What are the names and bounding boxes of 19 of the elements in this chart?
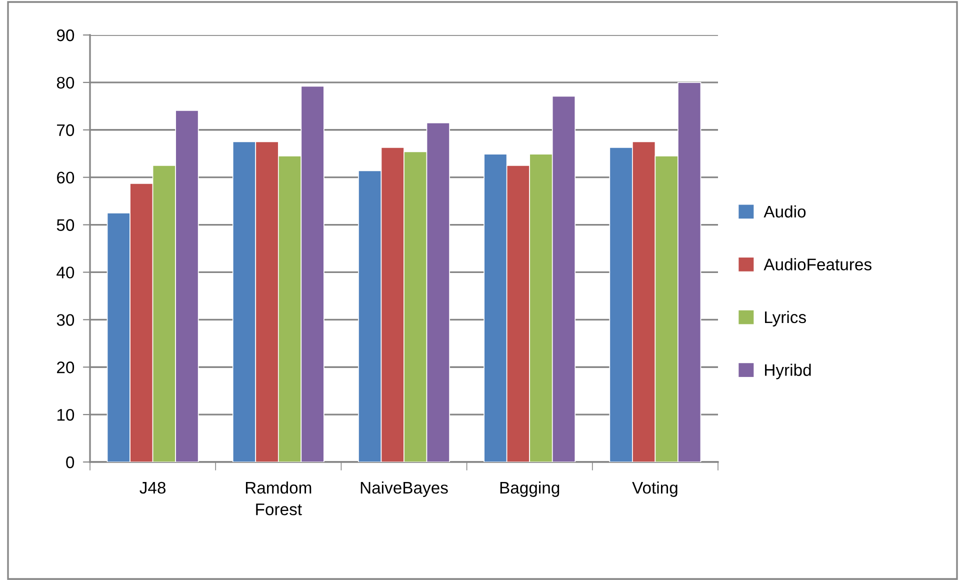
y-tick-label: 70 [57,124,74,136]
y-tick-label: 80 [56,76,74,89]
y-tick-label: 30 [56,314,74,326]
legend-label: Lyrics [765,310,806,326]
y-tick-label: 20 [57,362,74,374]
x-tick-label: Voting [632,481,678,497]
y-tick-label: 60 [57,172,74,184]
legend-label: AudioFeatures [764,258,872,270]
x-tick-label: Ramdom Forest [246,481,312,516]
x-tick-label: NaiveBayes [360,481,448,497]
y-tick-label: 90 [56,29,74,42]
legend-label: Audio [764,205,806,218]
y-tick-label: 10 [57,408,74,421]
y-tick-label: 0 [66,456,74,468]
x-tick-label: J48 [140,482,166,494]
y-tick-label: 40 [56,266,74,278]
legend-label: Hyribd [765,364,811,380]
y-tick-label: 50 [56,219,74,231]
x-tick-label: Bagging [500,481,560,497]
